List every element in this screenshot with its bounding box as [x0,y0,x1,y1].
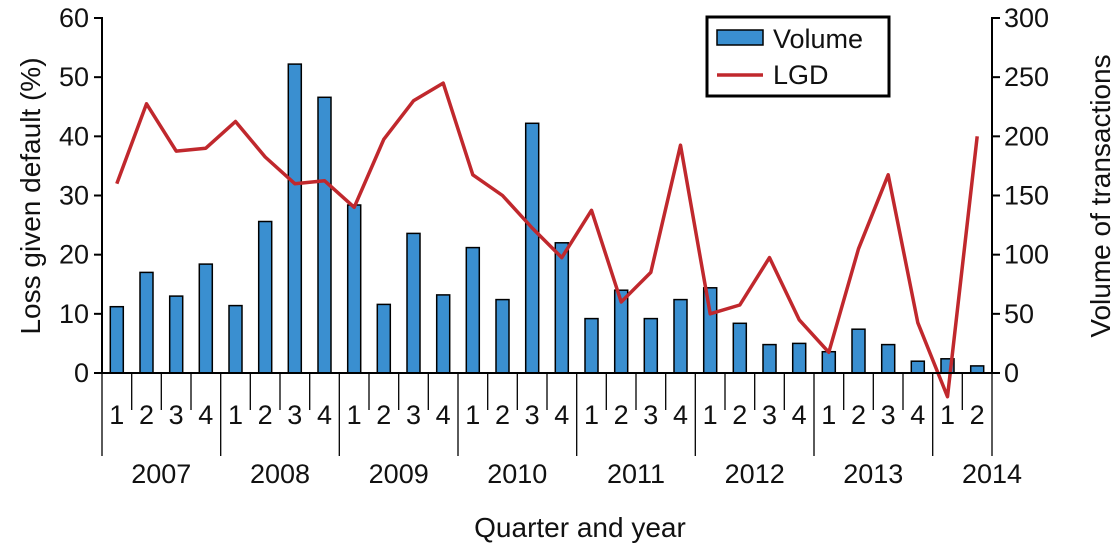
x-axis-title: Quarter and year [474,512,686,543]
volume-bar [673,298,688,374]
year-label: 2013 [843,459,903,489]
year-label: 2011 [607,459,665,489]
y-tick-label-right: 150 [1004,181,1049,211]
year-label: 2014 [962,459,1022,489]
quarter-label: 3 [762,400,777,430]
quarter-label: 3 [643,400,658,430]
axes: 0 10 20 30 40 50 60 0 50 100 150 200 250 300 [59,3,1049,388]
y-tick-label-right: 250 [1004,62,1049,92]
lgd-line [115,81,979,399]
y-axis-title-left: Loss given default (%) [15,57,46,334]
volume-bar [228,304,243,374]
quarter-label: 4 [910,400,925,430]
volume-bars [109,63,985,374]
volume-bar [139,271,154,374]
quarter-label: 2 [139,400,154,430]
quarter-label: 4 [673,400,688,430]
volume-bar [257,220,273,374]
y-tick-label-right: 300 [1004,3,1049,33]
legend-volume-label: Volume [773,24,863,54]
volume-bar [495,298,510,374]
quarter-label: 1 [703,400,718,430]
volume-bar [732,322,748,374]
quarter-label: 3 [881,400,896,430]
quarter-label: 4 [436,400,451,430]
year-label: 2008 [250,459,310,489]
volume-bar [198,263,214,374]
quarter-label: 1 [109,400,124,430]
quarter-label: 1 [465,400,480,430]
y-tick-label-right: 0 [1004,358,1019,388]
year-label: 2007 [131,459,191,489]
quarter-label: 1 [347,400,362,430]
quarter-label: 1 [584,400,599,430]
volume-bar [287,63,303,374]
year-label: 2010 [487,459,547,489]
y-tick-label-left: 10 [59,299,89,329]
quarter-label: 3 [287,400,302,430]
volume-bar [109,305,125,374]
volume-bar [791,342,807,374]
volume-bar [584,317,599,374]
volume-bar [346,204,362,374]
y-tick-label-left: 50 [59,62,89,92]
volume-bar [376,303,392,374]
volume-bar [406,232,421,374]
volume-bar [821,350,837,374]
quarter-label: 2 [732,400,747,430]
quarter-label: 2 [258,400,273,430]
volume-bar [465,246,481,374]
y-tick-label-right: 100 [1004,240,1049,270]
volume-bar [702,287,718,374]
volume-bar [554,242,570,374]
volume-bar [643,317,659,374]
y-tick-label-right: 200 [1004,121,1049,151]
year-label: 2012 [725,459,785,489]
quarter-label: 2 [851,400,866,430]
quarter-label: 2 [495,400,510,430]
volume-bar [762,343,777,374]
volume-bar [910,360,926,374]
year-label: 2009 [369,459,429,489]
y-tick-label-left: 20 [59,240,89,270]
quarter-label: 1 [228,400,243,430]
legend-lgd-label: LGD [773,60,829,90]
quarter-label: 2 [376,400,391,430]
quarter-label: 3 [525,400,540,430]
quarter-label: 4 [317,400,332,430]
y-tick-label-left: 0 [74,358,89,388]
volume-bar [168,295,184,374]
volume-bar [317,96,332,374]
legend: Volume LGD [705,15,891,98]
volume-bar [524,122,540,374]
y-tick-label-right: 50 [1004,299,1034,329]
quarter-label: 4 [554,400,569,430]
quarter-label: 1 [940,400,955,430]
quarter-label: 4 [792,400,807,430]
legend-volume-swatch [716,29,764,46]
y-axis-title-right: Volume of transactions [1085,54,1116,337]
quarter-label: 4 [198,400,213,430]
y-tick-label-left: 60 [59,3,89,33]
quarter-label: 2 [970,400,985,430]
y-tick-label-left: 40 [59,121,89,151]
volume-bar [880,343,896,374]
quarter-label: 3 [169,400,184,430]
quarter-label: 3 [406,400,421,430]
quarter-label: 2 [614,400,629,430]
quarter-label: 1 [821,400,836,430]
volume-bar [969,365,985,374]
volume-bar [851,328,866,374]
volume-bar [435,294,451,374]
y-tick-label-left: 30 [59,181,89,211]
